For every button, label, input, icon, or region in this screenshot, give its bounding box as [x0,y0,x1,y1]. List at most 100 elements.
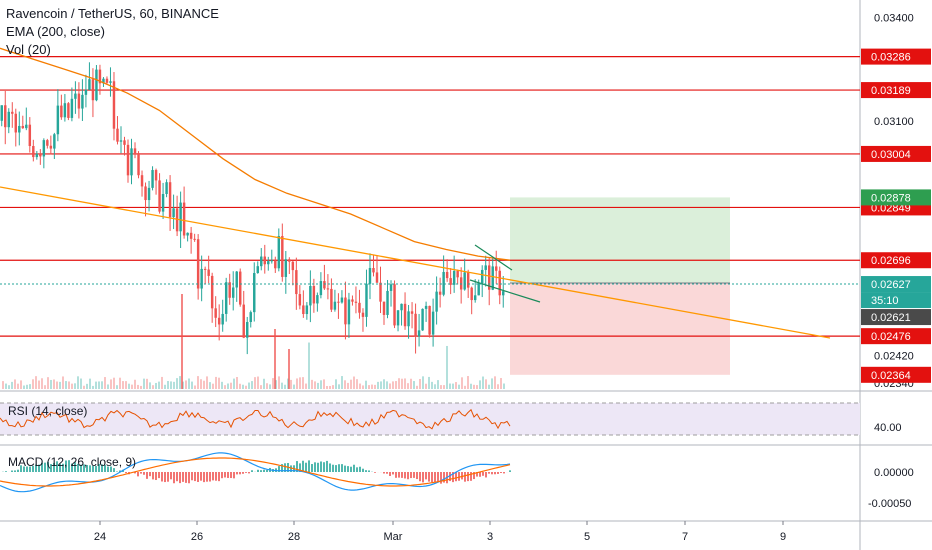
macd-histogram-bar [296,461,298,472]
candle-body [365,283,368,317]
volume-bar [488,384,490,389]
volume-bar [89,378,91,389]
target-price-tag: 0.02878 [871,192,911,204]
macd-histogram-bar [149,472,151,477]
candle-body [49,145,53,149]
macd-histogram-bar [491,472,493,475]
rsi-pane-label[interactable]: RSI (14, close) [8,404,88,418]
candle-body [186,232,189,236]
volume-bar [458,384,460,389]
candle-body [498,270,501,296]
candle-body [382,301,386,315]
macd-histogram-bar [50,464,52,472]
candle-body [158,180,161,212]
candle-body [21,125,25,129]
macd-histogram-bar [476,472,478,477]
candle-body [133,148,137,154]
volume-bar [308,342,310,389]
candle-body [495,266,498,271]
stop-price-tag-bg [861,366,931,383]
volume-bar [353,376,355,389]
volume-bar [83,385,85,389]
volume-bar [326,385,328,389]
volume-bar [218,377,220,389]
volume-bar [452,383,454,389]
volume-bar [131,384,133,389]
macd-histogram-bar [482,472,484,476]
candle-body [95,69,98,101]
volume-bar [242,384,244,389]
volume-bar [368,385,370,389]
candle-body [424,305,428,309]
macd-axis-tick: -0.00050 [868,498,911,510]
macd-histogram-bar [425,472,427,480]
macd-histogram-bar [113,468,115,472]
level-price-tag: 0.02849 [871,202,911,214]
candle-body [407,311,410,327]
macd-axis-tick: 0.00000 [874,467,914,479]
volume-bar [482,376,484,389]
volume-bar [197,376,199,389]
ema-indicator-label[interactable]: EMA (200, close) [6,24,105,39]
candle-body [372,267,375,273]
volume-bar [374,384,376,389]
macd-histogram-bar [32,465,34,472]
candle-body [28,124,32,147]
volume-bar [212,383,214,389]
candle-body [18,125,21,133]
volume-bar [461,377,463,389]
candle-body [238,271,242,305]
volume-bar [50,379,52,389]
macd-histogram-bar [290,465,292,472]
macd-histogram-bar [440,472,442,484]
volume-bar [116,385,118,389]
volume-bar [359,383,361,389]
candle-body [316,295,319,304]
candle-body [326,288,330,290]
wedge-upper-line [474,244,513,271]
macd-histogram-bar [17,469,19,472]
time-axis-tick: 5 [584,531,590,543]
macd-histogram-bar [236,472,238,475]
macd-histogram-bar [470,472,472,481]
volume-bar [44,385,46,389]
macd-signal-line [0,457,511,487]
volume-bar [188,378,190,389]
level-price-tag-bg [861,328,931,345]
candle-body [98,69,102,84]
candle-body [361,312,365,317]
candle-body [193,238,196,240]
volume-bar [248,382,250,389]
macd-histogram-bar [407,472,409,480]
macd-histogram-bar [20,465,22,472]
volume-bar [491,378,493,389]
volume-bar [158,381,160,389]
volume-bar [470,383,472,389]
candle-body [393,284,396,326]
candle-body [56,105,60,135]
candle-body [189,232,193,239]
macd-histogram-bar [332,464,334,472]
volume-bar [479,380,481,389]
macd-histogram-bar [110,466,112,472]
macd-histogram-bar [224,472,226,478]
macd-histogram-bar [398,472,400,478]
volume-bar [20,380,22,389]
volume-indicator-label[interactable]: Vol (20) [6,42,51,57]
candle-body [67,103,70,118]
candle-body [295,270,298,295]
volume-bar [284,384,286,389]
candle-body [35,153,39,158]
candle-body [480,269,484,284]
candle-body [274,260,277,269]
macd-histogram-bar [98,463,100,472]
candle-body [81,94,84,109]
macd-histogram-bar [101,464,103,472]
rsi-band [0,403,860,435]
candle-body [284,259,288,277]
volume-bar [317,382,319,389]
candle-body [249,312,252,323]
volume-bar [395,381,397,389]
macd-pane-label[interactable]: MACD (12, 26, close, 9) [8,455,137,469]
